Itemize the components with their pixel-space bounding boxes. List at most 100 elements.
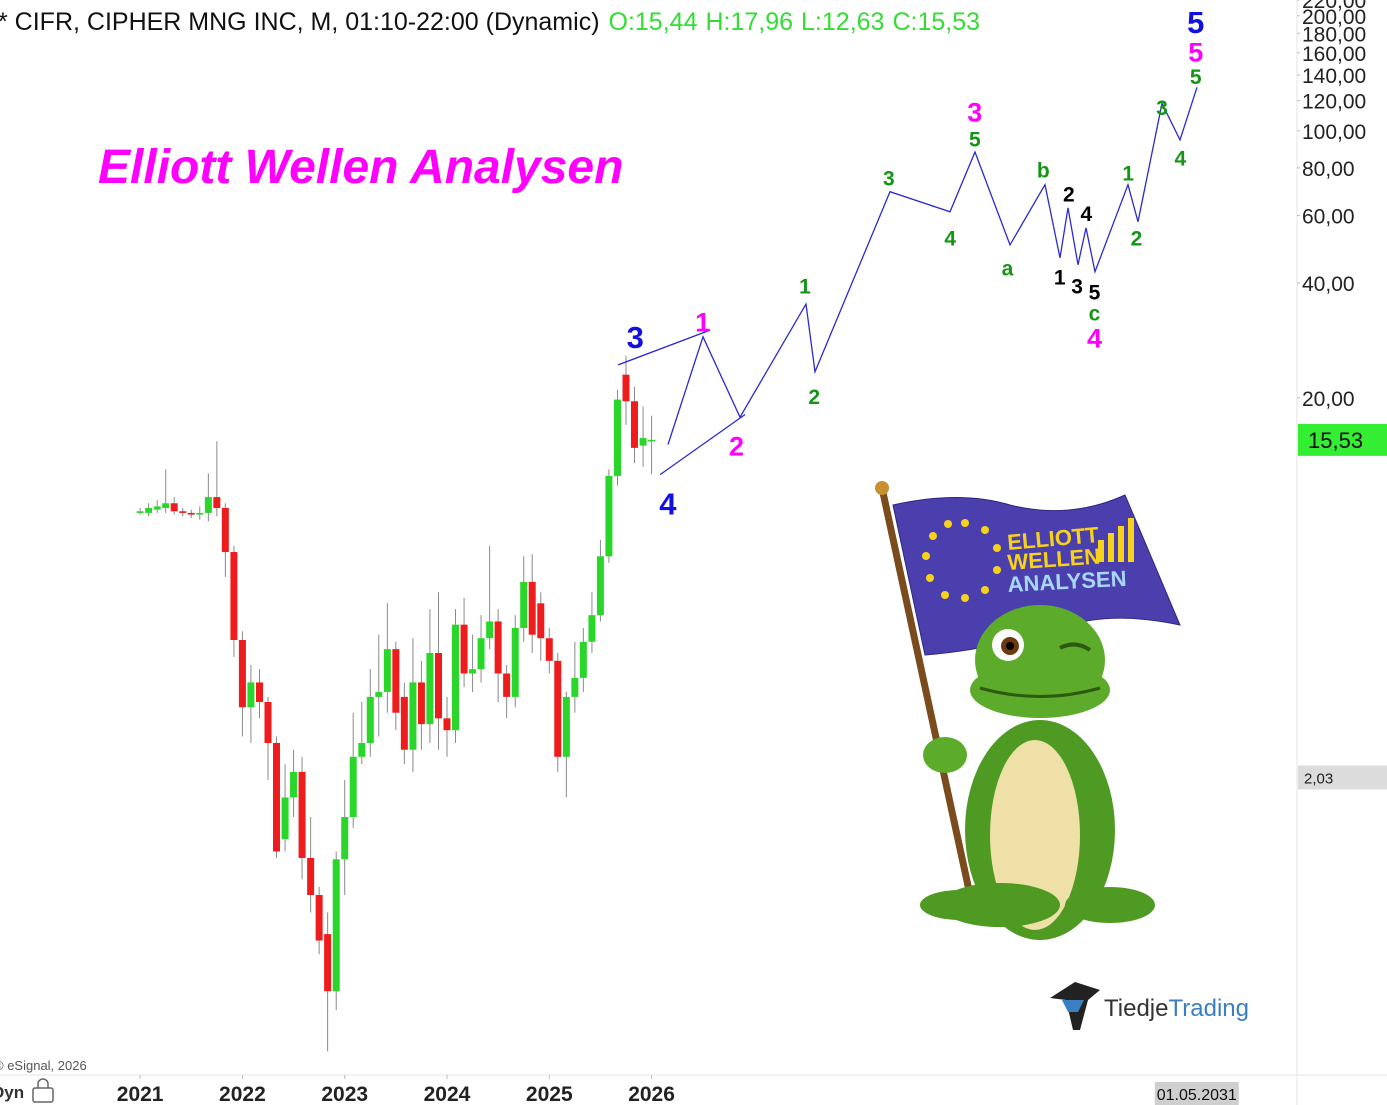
y-tick-label: 100,00 [1302, 121, 1366, 144]
wave-label: 5 [1188, 38, 1203, 68]
candle-body [383, 649, 391, 692]
wave-label: 2 [1131, 227, 1143, 250]
candle-body [238, 639, 246, 708]
candle-body [230, 552, 238, 640]
candle-body [290, 771, 298, 798]
wave-label: 3 [1156, 97, 1168, 120]
candle-body [136, 511, 144, 513]
candle-body [221, 508, 229, 553]
copyright: © eSignal, 2026 [0, 1058, 87, 1073]
candle-body [435, 652, 443, 719]
candle-body [341, 817, 349, 860]
candle-body [622, 374, 630, 402]
wave-label: 2 [1063, 183, 1075, 206]
candle-body [614, 399, 622, 476]
wave-label: 3 [883, 167, 895, 190]
candle-body [400, 696, 408, 750]
candle-body [307, 857, 315, 896]
y-tick-label: 220,00 [1302, 0, 1366, 13]
wave-line [617, 329, 711, 366]
candle-body [503, 673, 511, 697]
candle-body [588, 615, 596, 642]
price-marker-box [1298, 765, 1387, 790]
ohlc-label: L:12,63 [801, 8, 884, 36]
x-tick-label: 2024 [424, 1083, 471, 1105]
wave-label: 1 [695, 308, 710, 338]
date-marker-label: 01.05.2031 [1157, 1087, 1237, 1104]
ohlc-label: O:15,44 [609, 8, 698, 36]
wave-label: 3 [967, 98, 982, 128]
dyn-label: Dyn [0, 1083, 24, 1102]
wave-label: 5 [1089, 281, 1101, 304]
candle-body [571, 677, 579, 697]
candle-body [162, 503, 170, 509]
x-tick-label: 2025 [526, 1083, 573, 1105]
candle-body [630, 401, 638, 448]
ohlc-label: H:17,96 [705, 8, 793, 36]
x-tick-label: 2021 [117, 1083, 164, 1105]
wave-label: 1 [1122, 162, 1134, 185]
logo-text: Tiedje [1104, 995, 1168, 1022]
candle-body [315, 895, 323, 941]
candle-body [554, 660, 562, 757]
candle-body [324, 934, 332, 992]
wave-label: 4 [659, 486, 677, 521]
wave-label: c [1089, 302, 1101, 325]
wave-label: 1 [799, 275, 811, 298]
candle-body [486, 621, 494, 639]
ohlc-label: C:15,53 [892, 8, 980, 36]
x-tick-label: 2023 [321, 1083, 368, 1105]
candle-body [179, 511, 187, 513]
flag-text: ANALYSEN [1007, 566, 1127, 597]
wave-line [667, 87, 1198, 445]
y-tick-label: 160,00 [1302, 43, 1366, 66]
candle-body [204, 497, 212, 513]
candles [136, 355, 656, 1052]
x-tick-label: 2022 [219, 1083, 266, 1105]
wave-label: 5 [969, 128, 981, 151]
candle-body [358, 742, 366, 757]
candle-body [579, 641, 587, 678]
wave-label: 5 [1187, 5, 1204, 40]
wave-label: 4 [1080, 203, 1092, 226]
logo-icon [1050, 982, 1100, 1030]
candle-body [409, 682, 417, 750]
candle-body [375, 691, 383, 697]
wave-label: 3 [627, 320, 644, 355]
candle-body [477, 638, 485, 670]
candle-body [281, 797, 289, 840]
chart-title: Elliott Wellen Analysen [98, 141, 623, 194]
candle-body [460, 624, 468, 674]
price-marker-label: 2,03 [1304, 771, 1333, 788]
candle-body [256, 682, 264, 702]
wave-label: 4 [1175, 148, 1187, 171]
candle-body [170, 503, 178, 512]
candle-body [520, 581, 528, 628]
header: * CIFR, CIPHER MNG INC, M, 01:10-22:00 (… [0, 8, 600, 36]
y-tick-label: 60,00 [1302, 206, 1355, 229]
y-tick-label: 40,00 [1302, 273, 1355, 296]
candle-body [562, 696, 570, 757]
mascot [875, 481, 1181, 940]
last-price-label: 15,53 [1308, 428, 1363, 453]
wave-label: b [1037, 159, 1050, 182]
candle-body [537, 603, 545, 639]
wave-label: a [1002, 257, 1014, 280]
candle-body [392, 649, 400, 713]
candle-body [469, 669, 477, 674]
candle-body [443, 718, 451, 731]
wave-label: 4 [1087, 324, 1102, 354]
y-tick-label: 200,00 [1302, 6, 1366, 29]
candle-body [426, 652, 434, 725]
candle-body [298, 771, 306, 858]
wave-label: 1 [1054, 266, 1066, 289]
candle-body [264, 701, 272, 743]
candle-body [639, 438, 647, 446]
wave-line [659, 413, 746, 476]
y-tick-label: 120,00 [1302, 91, 1366, 114]
candle-body [545, 638, 553, 661]
wave-label: 3 [1071, 275, 1083, 298]
candle-body [332, 859, 340, 992]
